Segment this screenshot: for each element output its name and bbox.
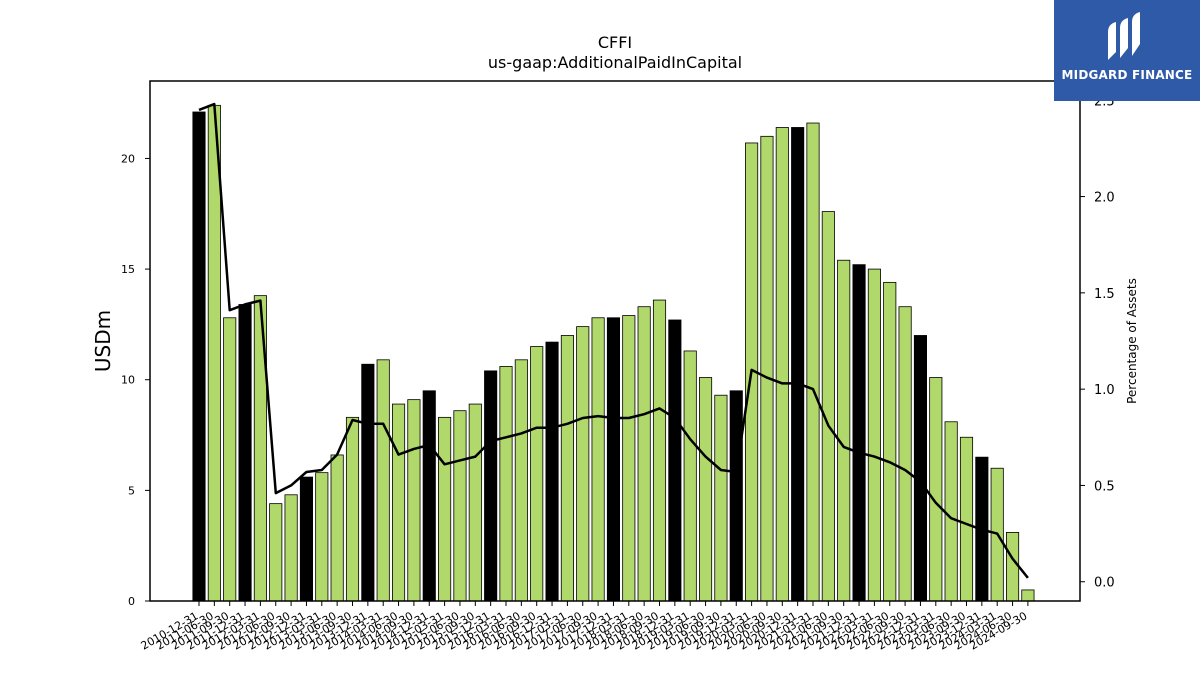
bar — [330, 454, 344, 602]
y-tick-label: 0 — [128, 595, 135, 608]
bar — [299, 476, 313, 602]
bar — [760, 135, 774, 602]
bar — [806, 122, 820, 602]
y2-tick-label: 2.0 — [1094, 191, 1115, 206]
bar — [637, 306, 651, 602]
bar — [192, 111, 206, 602]
y2-tick-label: 1.5 — [1094, 287, 1115, 302]
chart-subtitle: us-gaap:AdditionalPaidInCapital — [488, 53, 742, 72]
bar — [929, 377, 943, 602]
bar — [376, 359, 390, 602]
y2-tick-label: 1.0 — [1094, 383, 1115, 398]
logo-mark-icon — [1108, 12, 1140, 60]
bar — [898, 306, 912, 602]
bar — [407, 399, 421, 602]
bar — [223, 317, 237, 602]
bar — [1021, 589, 1035, 602]
bar — [560, 335, 574, 602]
bar — [821, 211, 835, 602]
y-tick-label: 5 — [128, 484, 135, 497]
brand-logo: MIDGARD FINANCE — [1054, 0, 1200, 101]
line-layer — [198, 102, 1029, 579]
bar — [883, 281, 897, 602]
bar — [361, 363, 375, 602]
bar — [852, 264, 866, 602]
bar — [791, 127, 805, 602]
bar — [837, 259, 851, 602]
bar — [499, 366, 513, 602]
bar — [468, 403, 482, 602]
bar — [484, 370, 498, 602]
bar — [652, 299, 667, 602]
bar — [315, 472, 329, 602]
y-axis-right: 0.00.51.01.52.02.5 — [1080, 94, 1115, 591]
y2-axis-label: Percentage of Assets — [1125, 278, 1139, 404]
bar — [207, 104, 221, 602]
bar — [422, 390, 436, 602]
bar — [591, 317, 605, 602]
series-line — [198, 102, 1029, 579]
bar — [438, 416, 452, 602]
y-tick-label: 10 — [121, 374, 135, 387]
x-axis: 2010-12-312011-06-302011-09-302011-12-31… — [139, 601, 1029, 653]
bar — [238, 304, 252, 602]
bar — [1006, 532, 1020, 602]
plot-frame — [149, 80, 1081, 602]
y-tick-label: 15 — [121, 263, 135, 276]
bar — [284, 494, 298, 602]
bar — [944, 421, 958, 602]
y2-tick-label: 0.0 — [1094, 576, 1115, 591]
y-tick-label: 20 — [121, 152, 135, 165]
bar — [775, 127, 789, 602]
bar — [391, 403, 406, 602]
chart-title: CFFI — [598, 33, 632, 52]
bar — [545, 341, 559, 602]
bar — [606, 317, 620, 602]
bar — [913, 335, 927, 602]
bar — [668, 319, 682, 602]
bars-layer — [192, 104, 1035, 602]
bar — [622, 315, 636, 602]
y-axis-label: USDm — [91, 310, 115, 372]
y2-tick-label: 0.5 — [1094, 479, 1115, 494]
bar — [714, 394, 728, 602]
bar — [576, 326, 590, 602]
bar — [514, 359, 528, 602]
bar — [269, 503, 283, 602]
logo-text: MIDGARD FINANCE — [1061, 68, 1193, 82]
y-axis-left: 0 5 10 15 20 — [121, 152, 150, 608]
bar — [729, 390, 743, 602]
bar — [530, 346, 544, 602]
bar — [959, 436, 974, 602]
bar — [345, 416, 360, 602]
bar — [699, 377, 713, 602]
bar — [683, 350, 697, 602]
bar — [867, 268, 881, 602]
bar — [453, 410, 467, 602]
